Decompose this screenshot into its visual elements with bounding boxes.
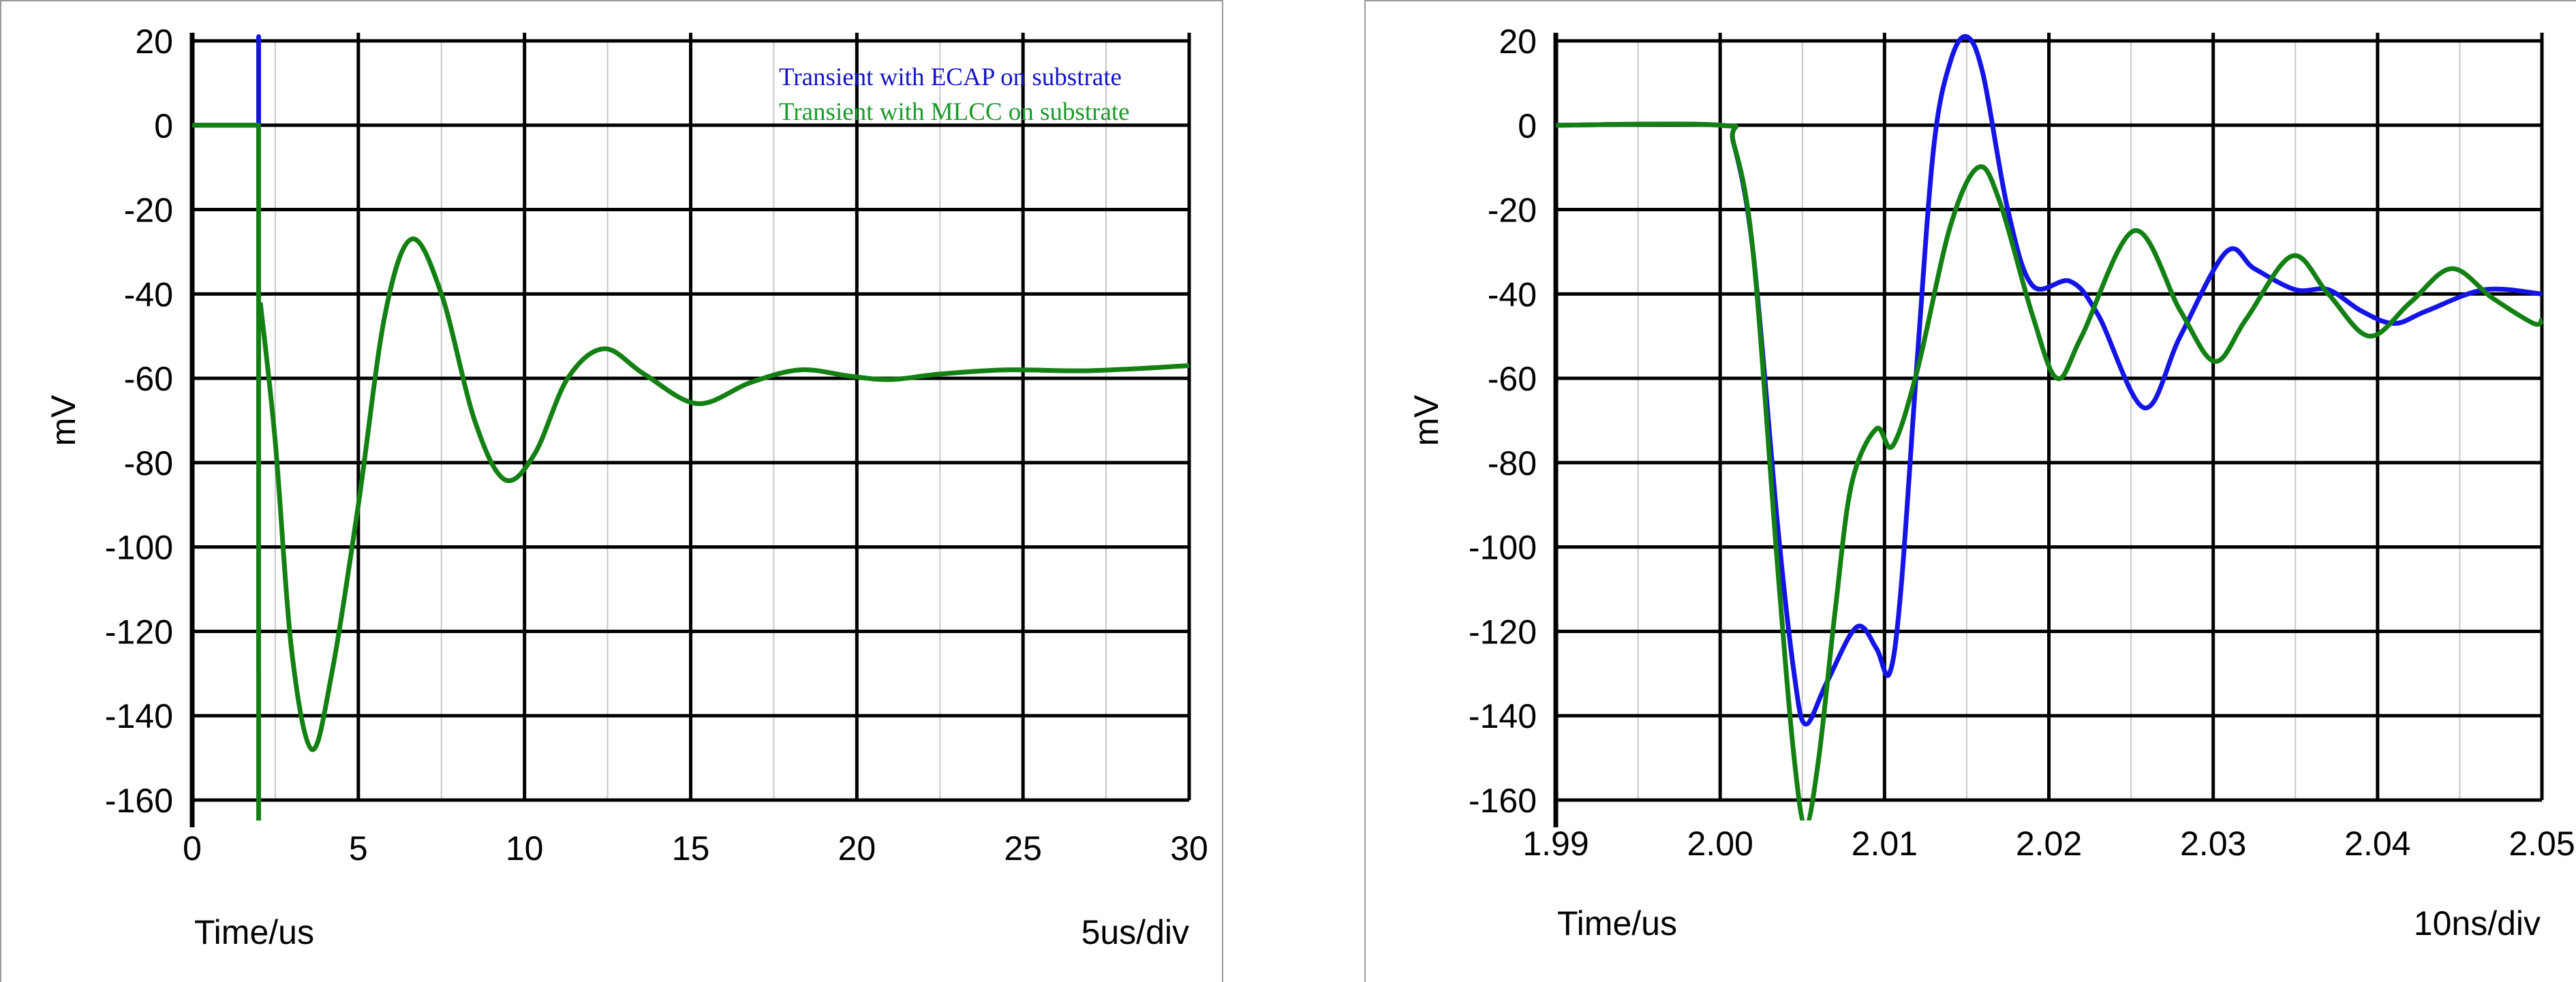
x-tick-label: 2.04 bbox=[2344, 825, 2410, 863]
y-tick-label: -40 bbox=[124, 275, 173, 313]
series-line-0 bbox=[1556, 34, 2543, 727]
y-tick-label: -100 bbox=[105, 529, 173, 567]
y-tick-label: 20 bbox=[1499, 22, 1537, 61]
x-tick-label: 15 bbox=[672, 829, 710, 868]
x-tick-label: 2.00 bbox=[1687, 825, 1753, 863]
x-tick-label: 5 bbox=[349, 829, 368, 868]
x-tick-label: 2.05 bbox=[2509, 825, 2575, 863]
x-tick-label: 10 bbox=[506, 829, 544, 868]
y-tick-label: -40 bbox=[1488, 275, 1537, 313]
y-axis-label: mV bbox=[1407, 395, 1445, 446]
y-tick-label: -20 bbox=[1488, 191, 1537, 230]
y-tick-label: 0 bbox=[154, 107, 173, 145]
y-tick-label: -60 bbox=[124, 360, 173, 398]
legend-entry-mlcc: Transient with MLCC on substrate bbox=[779, 98, 1130, 126]
y-tick-label: -120 bbox=[105, 613, 173, 651]
y-tick-label: -80 bbox=[124, 444, 173, 482]
legend-entry-ecap: Transient with ECAP on substrate bbox=[779, 63, 1122, 91]
y-tick-label: -140 bbox=[1469, 697, 1537, 735]
chart-right-zoomed: 1.99 2.00 2.01 2.02 2.03 2.04 2.05 20 0 -20 -40 -60… bbox=[1407, 22, 2575, 942]
series-line-0 bbox=[192, 34, 262, 674]
y-tick-label: -80 bbox=[1488, 444, 1537, 482]
scale-note: 10ns/div bbox=[2414, 904, 2541, 942]
y-tick-label: -160 bbox=[1469, 782, 1537, 820]
x-tick-label: 25 bbox=[1004, 829, 1042, 868]
chart-left-overview: 0 5 10 15 20 25 30 20 0 -20 -40 -60 -80 -100 -120 -140 -… bbox=[44, 22, 1208, 951]
y-tick-label: -60 bbox=[1488, 360, 1537, 398]
y-tick-label: 20 bbox=[135, 22, 173, 61]
series-line-1 bbox=[258, 236, 1190, 752]
x-tick-label: 30 bbox=[1170, 829, 1208, 868]
scale-note: 5us/div bbox=[1082, 913, 1189, 951]
y-tick-label: -120 bbox=[1469, 613, 1537, 651]
x-axis-label: Time/us bbox=[1557, 904, 1677, 942]
x-tick-label: 1.99 bbox=[1522, 825, 1589, 863]
x-tick-label: 2.01 bbox=[1852, 825, 1918, 863]
y-tick-label: -20 bbox=[124, 191, 173, 230]
x-tick-label: 2.02 bbox=[2016, 825, 2082, 863]
y-tick-label: -140 bbox=[105, 697, 173, 735]
y-tick-label: -160 bbox=[105, 782, 173, 820]
y-tick-label: 0 bbox=[1518, 107, 1537, 145]
x-axis-label: Time/us bbox=[194, 913, 314, 951]
x-tick-label: 20 bbox=[838, 829, 876, 868]
series-line-1 bbox=[1556, 121, 2544, 820]
x-tick-label: 0 bbox=[183, 829, 202, 868]
x-tick-label: 2.03 bbox=[2180, 825, 2246, 863]
y-axis-label: mV bbox=[44, 395, 82, 446]
series-line-1 bbox=[192, 123, 262, 820]
y-tick-label: -100 bbox=[1469, 529, 1537, 567]
